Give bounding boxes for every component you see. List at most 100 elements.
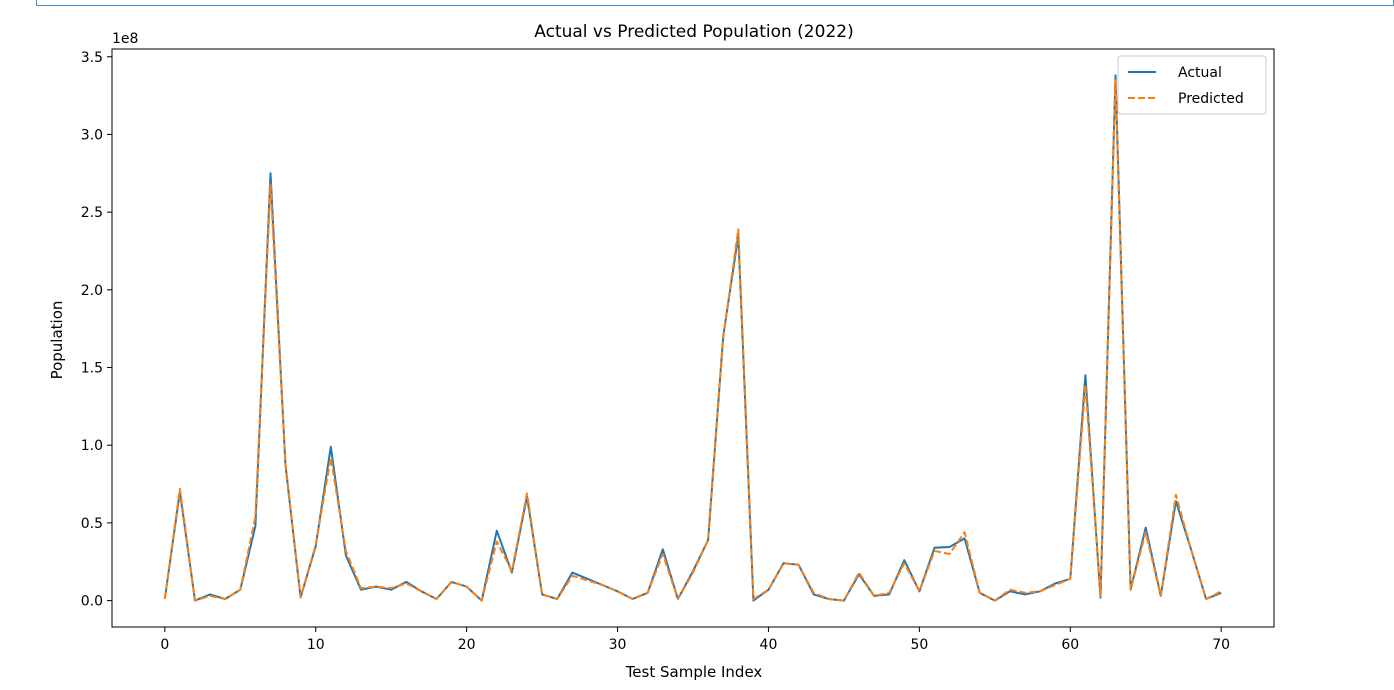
data-point-actual: [1085, 375, 1087, 377]
data-point-predicted: [451, 581, 453, 583]
data-point-predicted: [964, 531, 966, 533]
data-point-predicted: [1100, 595, 1102, 597]
data-point-predicted: [979, 592, 981, 594]
data-point-actual: [406, 581, 408, 583]
data-point-predicted: [496, 541, 498, 543]
y-tick-label: 1.0: [81, 438, 103, 454]
legend: Actual Predicted: [1117, 55, 1267, 115]
data-point-actual: [496, 530, 498, 532]
data-point-predicted: [783, 563, 785, 565]
data-point-predicted: [934, 550, 936, 552]
series-line-predicted: [163, 79, 1222, 602]
legend-label-actual: Actual: [1178, 65, 1222, 81]
data-point-predicted: [1009, 589, 1011, 591]
data-point-actual: [255, 525, 257, 527]
x-tick-label: 60: [1061, 637, 1079, 653]
data-point-predicted: [541, 594, 543, 596]
x-tick-label: 20: [458, 637, 476, 653]
x-tick-label: 0: [160, 637, 169, 653]
data-point-actual: [315, 545, 317, 547]
data-point-actual: [753, 600, 755, 602]
x-tick-label: 70: [1212, 637, 1230, 653]
data-point-predicted: [662, 553, 664, 555]
data-point-predicted: [1175, 494, 1177, 496]
data-point-actual: [1100, 597, 1102, 599]
data-point-predicted: [738, 228, 740, 230]
data-point-predicted: [481, 600, 483, 602]
data-point-predicted: [240, 589, 242, 591]
data-point-predicted: [1220, 591, 1222, 593]
data-point-predicted: [315, 544, 317, 546]
data-point-predicted: [285, 463, 287, 465]
data-point-predicted: [1054, 584, 1056, 586]
data-point-predicted: [647, 592, 649, 594]
data-point-predicted: [1205, 598, 1207, 600]
data-point-actual: [330, 446, 332, 448]
data-point-predicted: [828, 598, 830, 600]
x-tick-label: 10: [307, 637, 325, 653]
y-tick-label: 0.0: [81, 594, 103, 610]
data-point-predicted: [572, 575, 574, 577]
chart-title: Actual vs Predicted Population (2022): [534, 22, 853, 42]
data-point-predicted: [722, 337, 724, 339]
data-point-actual: [1145, 527, 1147, 529]
data-point-predicted: [436, 598, 438, 600]
y-tick-label: 2.5: [81, 205, 103, 221]
x-axis-label: Test Sample Index: [625, 663, 763, 681]
data-point-predicted: [949, 553, 951, 555]
data-point-actual: [1115, 75, 1117, 77]
y-tick-label: 2.0: [81, 283, 103, 299]
y-axis-label: Population: [48, 301, 66, 380]
data-point-predicted: [1130, 589, 1132, 591]
data-point-actual: [949, 546, 951, 548]
data-point-predicted: [994, 600, 996, 602]
data-point-predicted: [919, 591, 921, 593]
data-point-actual: [964, 538, 966, 540]
legend-label-predicted: Predicted: [1178, 91, 1244, 107]
axis-ticks: 0 10 20 30 40 50 60 70 0.0 0.5 1.0 1.5 2.0 2.5 3.0 3.5: [81, 50, 1230, 653]
data-point-predicted: [390, 587, 392, 589]
data-point-predicted: [768, 589, 770, 591]
data-point-predicted: [707, 539, 709, 541]
data-point-predicted: [526, 493, 528, 495]
data-point-actual: [1024, 594, 1026, 596]
data-point-predicted: [888, 592, 890, 594]
data-point-predicted: [1160, 595, 1162, 597]
data-point-predicted: [164, 598, 166, 600]
data-point-predicted: [617, 591, 619, 593]
y-tick-label: 1.5: [81, 361, 103, 377]
data-point-predicted: [1085, 384, 1087, 386]
data-point-predicted: [330, 457, 332, 459]
data-point-predicted: [556, 598, 558, 600]
data-point-predicted: [1115, 79, 1117, 81]
data-point-predicted: [375, 586, 377, 588]
x-tick-label: 40: [760, 637, 778, 653]
y-tick-label: 0.5: [81, 516, 103, 532]
data-point-predicted: [209, 595, 211, 597]
data-point-predicted: [511, 570, 513, 572]
data-point-predicted: [843, 600, 845, 602]
y-offset-label: 1e8: [112, 31, 138, 47]
x-tick-label: 30: [609, 637, 627, 653]
data-point-actual: [662, 549, 664, 551]
plot-frame: [111, 48, 1275, 628]
data-point-actual: [934, 547, 936, 549]
data-point-actual: [572, 572, 574, 574]
data-point-predicted: [421, 591, 423, 593]
data-point-predicted: [360, 587, 362, 589]
y-tick-label: 3.5: [81, 50, 103, 66]
data-point-predicted: [224, 598, 226, 600]
data-point-predicted: [1190, 549, 1192, 551]
data-point-predicted: [904, 563, 906, 565]
data-point-predicted: [270, 183, 272, 185]
data-point-predicted: [300, 597, 302, 599]
data-point-predicted: [677, 598, 679, 600]
data-point-predicted: [1070, 578, 1072, 580]
data-point-predicted: [753, 598, 755, 600]
data-point-predicted: [179, 488, 181, 490]
data-point-predicted: [632, 598, 634, 600]
x-tick-label: 50: [910, 637, 928, 653]
data-point-predicted: [1024, 592, 1026, 594]
data-point-predicted: [602, 584, 604, 586]
